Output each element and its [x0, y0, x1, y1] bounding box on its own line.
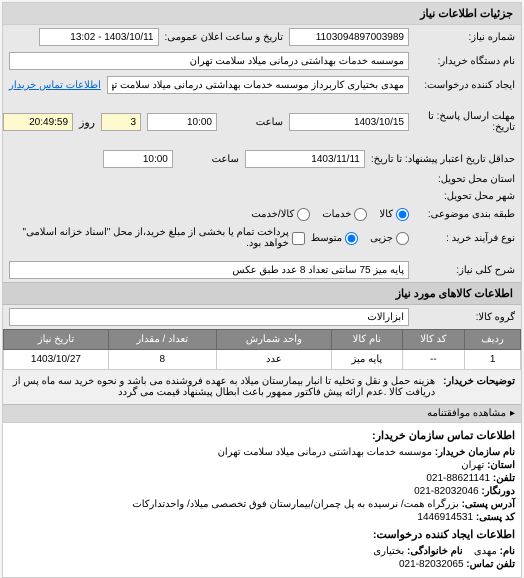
creator-section-label: اطلاعات ایجاد کننده درخواست:: [9, 528, 515, 541]
col-qty: تعداد / مقدار: [108, 330, 216, 350]
cell-row: 1: [465, 350, 521, 370]
creator-phone-label: تلفن تماس:: [466, 559, 515, 570]
org-value: موسسه خدمات بهداشتی درمانی میلاد سلامت ت…: [218, 447, 432, 458]
creator-family-label: نام خانوادگی:: [407, 546, 463, 557]
delivery-state-label: استان محل تحویل:: [415, 174, 515, 185]
purchase-radio-group: جزیی متوسط: [311, 232, 409, 245]
radio-motavasset-input[interactable]: [345, 232, 358, 245]
delivery-time-input[interactable]: [103, 150, 173, 168]
request-number-input[interactable]: [289, 28, 409, 46]
creator-family-value: بختیاری: [373, 546, 404, 557]
payment-checkbox[interactable]: پرداخت تمام یا بخشی از مبلغ خرید،از محل …: [9, 227, 305, 249]
cell-code: --: [402, 350, 465, 370]
delivery-date-input[interactable]: [245, 150, 365, 168]
radio-kala-khadamat[interactable]: کالا/خدمت: [251, 208, 310, 221]
postal-value: 1446914531: [417, 512, 473, 523]
response-time-input[interactable]: [147, 113, 217, 131]
buyer-contact-link[interactable]: اطلاعات تماس خریدار: [9, 80, 101, 91]
buyer-desc-row: توضیحات خریدار: هزینه حمل و نقل و تخلیه …: [3, 370, 521, 404]
delivery-deadline-label: حداقل تاریخ اعتبار پیشنهاد: تا تاریخ:: [371, 154, 515, 165]
creator-label: ایجاد کننده درخواست:: [415, 80, 515, 91]
day-label: روز: [79, 116, 95, 129]
purchase-type-label: نوع فرآیند خرید :: [415, 233, 515, 244]
cell-unit: عدد: [216, 350, 332, 370]
creator-input[interactable]: [107, 76, 409, 94]
creator-name-value: مهدی: [474, 546, 497, 557]
description-input[interactable]: [9, 261, 409, 279]
response-date-input[interactable]: [289, 113, 409, 131]
table-row[interactable]: 1 -- پایه میز عدد 8 1403/10/27: [4, 350, 521, 370]
contact-section-title: اطلاعات تماس سازمان خریدار:: [9, 429, 515, 442]
address-value: بزرگراه همت/ نرسیده به پل چمران/بیمارستا…: [132, 499, 459, 510]
col-unit: واحد شمارش: [216, 330, 332, 350]
panel-title: جزئیات اطلاعات نیاز: [3, 3, 521, 25]
fax-value: 021-82032046: [414, 486, 479, 497]
packaging-radio-group: کالا خدمات کالا/خدمت: [251, 208, 409, 221]
announce-date-input[interactable]: [39, 28, 159, 46]
packaging-label: طبقه بندی موضوعی:: [415, 209, 515, 220]
time-remaining-input: [3, 113, 73, 131]
col-row: ردیف: [465, 330, 521, 350]
cell-qty: 8: [108, 350, 216, 370]
radio-khadamat-input[interactable]: [354, 208, 367, 221]
fax-label: دورنگار:: [481, 486, 515, 497]
cell-name: پایه میز: [332, 350, 402, 370]
goods-group-input[interactable]: [9, 308, 409, 326]
details-panel: جزئیات اطلاعات نیاز شماره نیاز: تاریخ و …: [2, 2, 522, 578]
col-name: نام کالا: [332, 330, 402, 350]
radio-motavasset[interactable]: متوسط: [311, 232, 358, 245]
goods-section-title: اطلاعات کالاهای مورد نیاز: [3, 282, 521, 305]
buyer-desc-text: هزینه حمل و نقل و تخلیه تا انبار بیمارست…: [9, 376, 435, 398]
radio-kala[interactable]: کالا: [379, 208, 409, 221]
creator-name-label: نام:: [500, 546, 515, 557]
buyer-desc-label: توضیحات خریدار:: [443, 376, 515, 398]
creator-phone-value: 021-82032065: [399, 559, 464, 570]
org-label: نام سازمان خریدار:: [435, 447, 515, 458]
chevron-icon: ▸: [510, 408, 515, 419]
province-value: تهران: [461, 460, 484, 471]
time-label-2: ساعت: [179, 154, 239, 165]
col-code: کد کالا: [402, 330, 465, 350]
radio-khadamat[interactable]: خدمات: [322, 208, 367, 221]
postal-label: کد پستی:: [476, 512, 515, 523]
radio-jozi-input[interactable]: [396, 232, 409, 245]
time-label-1: ساعت: [223, 117, 283, 128]
col-date: تاریخ نیاز: [4, 330, 109, 350]
phone-label: تلفن:: [493, 473, 515, 484]
response-deadline-label: مهلت ارسال پاسخ: تا تاریخ:: [415, 111, 515, 133]
delivery-city-label: شهر محل تحویل:: [415, 191, 515, 202]
agreement-label: مشاهده موافقتنامه: [427, 408, 506, 419]
address-label: آدرس پستی:: [462, 499, 515, 510]
goods-group-label: گروه کالا:: [415, 312, 515, 323]
buyer-device-label: نام دستگاه خریدار:: [415, 56, 515, 67]
days-remaining-input: [101, 113, 141, 131]
description-label: شرح کلی نیاز:: [415, 265, 515, 276]
agreement-collapsed[interactable]: ▸ مشاهده موافقتنامه: [3, 404, 521, 422]
radio-jozi[interactable]: جزیی: [370, 232, 409, 245]
goods-table: ردیف کد کالا نام کالا واحد شمارش تعداد /…: [3, 329, 521, 370]
phone-value: 021-88621141: [426, 473, 490, 484]
payment-checkbox-input[interactable]: [292, 232, 305, 245]
radio-kala-input[interactable]: [396, 208, 409, 221]
radio-kala-khadamat-input[interactable]: [297, 208, 310, 221]
buyer-device-input[interactable]: [9, 52, 409, 70]
request-number-label: شماره نیاز:: [415, 32, 515, 43]
province-label: استان:: [487, 460, 515, 471]
announce-date-label: تاریخ و ساعت اعلان عمومی:: [165, 32, 284, 43]
contact-section: اطلاعات تماس سازمان خریدار: نام سازمان خ…: [3, 422, 521, 577]
cell-date: 1403/10/27: [4, 350, 109, 370]
table-header-row: ردیف کد کالا نام کالا واحد شمارش تعداد /…: [4, 330, 521, 350]
